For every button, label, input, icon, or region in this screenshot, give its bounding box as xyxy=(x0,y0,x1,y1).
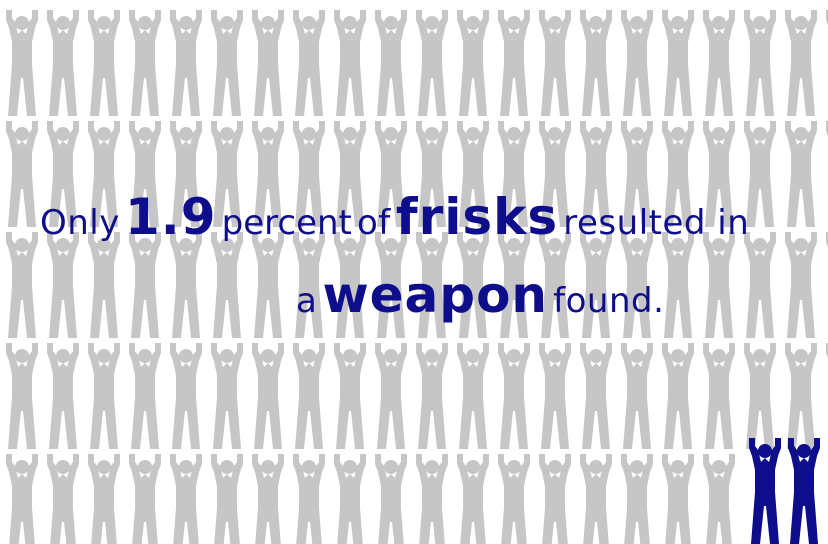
words-resulted-in: resulted in xyxy=(563,203,750,243)
stat-number: 1.9 xyxy=(124,188,217,246)
word-frisks: frisks xyxy=(395,188,559,246)
word-a: a xyxy=(296,281,318,321)
headline-line-1: Only 1.9 percent of frisks resulted in xyxy=(40,192,749,242)
word-of: of xyxy=(356,203,391,243)
word-only: Only xyxy=(40,203,120,243)
word-found: found. xyxy=(553,281,665,321)
headline-line-2: a weapon found. xyxy=(296,270,664,320)
word-weapon: weapon xyxy=(322,266,549,324)
word-percent: percent xyxy=(221,203,352,243)
